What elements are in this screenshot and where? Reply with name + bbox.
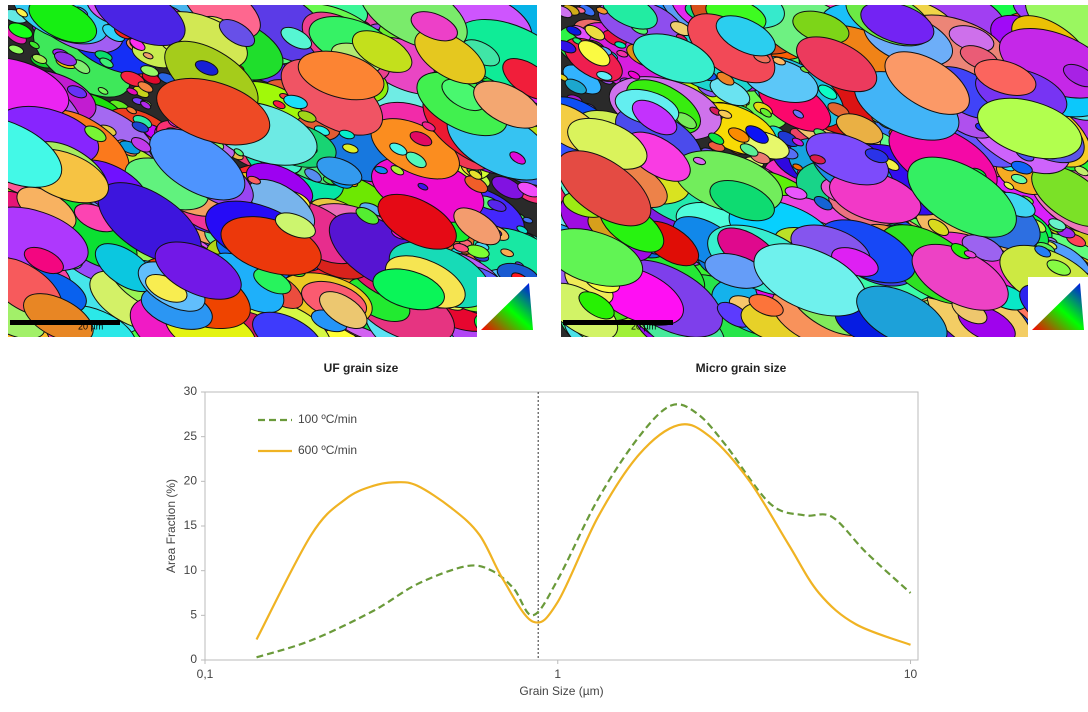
series-line: [257, 424, 911, 645]
legend-label: 600 ºC/min: [298, 443, 357, 457]
y-tick-label: 30: [184, 384, 198, 398]
plot-frame: [205, 392, 918, 660]
y-axis-title: Area Fraction (%): [164, 479, 178, 573]
y-tick-label: 15: [184, 518, 198, 532]
x-tick-label: 0,1: [197, 667, 214, 681]
scale-bar: [10, 320, 120, 325]
x-tick-label: 1: [554, 667, 561, 681]
scale-bar: [563, 320, 673, 325]
x-tick-label: 10: [904, 667, 918, 681]
y-tick-label: 10: [184, 563, 198, 577]
figure: 20 µm 20 µm UF grain size Micro grain si…: [0, 0, 1088, 707]
panel-label: Micro grain size: [696, 361, 787, 375]
y-tick-label: 25: [184, 429, 198, 443]
scale-bar-label: 20 µm: [78, 321, 103, 331]
ebsd-map: 20 µm: [0, 0, 587, 389]
scale-bar-label: 20 µm: [631, 321, 656, 331]
x-axis-title: Grain Size (µm): [519, 684, 603, 698]
y-tick-label: 20: [184, 474, 198, 488]
y-tick-label: 0: [190, 652, 197, 666]
ebsd-map: 20 µm: [497, 0, 1088, 380]
y-tick-label: 5: [190, 608, 197, 622]
legend-label: 100 ºC/min: [298, 412, 357, 426]
panel-label: UF grain size: [324, 361, 399, 375]
